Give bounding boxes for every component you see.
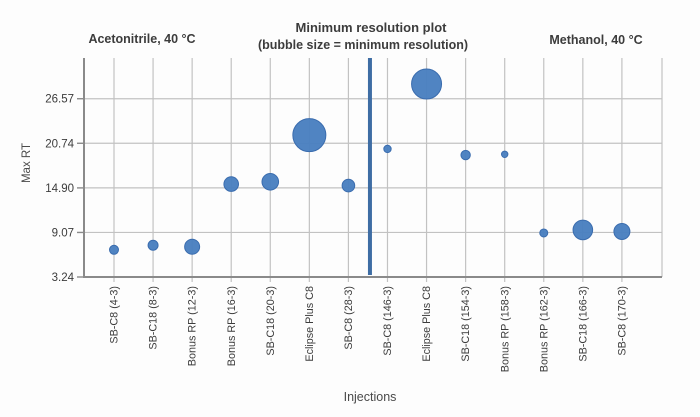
bubble <box>613 222 631 240</box>
y-tick-label: 14.90 <box>45 183 74 195</box>
x-category-label: Bonus RP (16-3) <box>226 286 238 366</box>
y-tick-label: 9.07 <box>52 227 74 239</box>
bubble <box>460 149 471 161</box>
x-category-label: SB-C8 (28-3) <box>343 286 355 350</box>
bubble <box>184 238 201 255</box>
bubble <box>109 244 119 255</box>
bubble <box>411 68 443 100</box>
bubble <box>539 228 549 238</box>
x-category-label: Bonus RP (158-3) <box>499 286 511 372</box>
chart-subtitle: (bubble size = minimum resolution) <box>257 38 469 52</box>
x-category-label: SB-C18 (154-3) <box>460 286 472 362</box>
x-category-label: Eclipse Plus C8 <box>304 286 316 362</box>
x-category-label: SB-C18 (166-3) <box>577 286 589 362</box>
bubble <box>501 150 509 158</box>
y-tick-label: 3.24 <box>52 272 75 284</box>
x-category-label: SB-C18 (20-3) <box>265 286 277 356</box>
bubble <box>261 172 280 191</box>
x-category-label: Bonus RP (12-3) <box>187 286 199 366</box>
x-category-label: Bonus RP (162-3) <box>538 286 550 372</box>
bubble <box>572 219 594 241</box>
y-tick-label: 20.74 <box>45 138 74 150</box>
x-category-label: Eclipse Plus C8 <box>421 286 433 362</box>
y-axis-title: Max RT <box>21 142 33 184</box>
x-category-label: SB-C8 (4-3) <box>109 286 121 344</box>
bubble <box>223 176 240 192</box>
x-category-label: SB-C8 (170-3) <box>617 286 629 356</box>
bubble <box>341 178 356 193</box>
x-category-label: SB-C8 (146-3) <box>382 286 394 356</box>
chart-title: Minimum resolution plot <box>295 20 447 35</box>
bubble <box>383 144 392 154</box>
x-axis-title: Injections <box>343 390 397 404</box>
bubble <box>292 118 327 153</box>
x-category-label: SB-C18 (8-3) <box>148 286 160 350</box>
section-header-methanol: Methanol, 40 °C <box>549 33 643 47</box>
bubble <box>147 239 159 251</box>
section-header-acetonitrile: Acetonitrile, 40 °C <box>88 32 196 46</box>
y-tick-label: 26.57 <box>45 94 74 106</box>
